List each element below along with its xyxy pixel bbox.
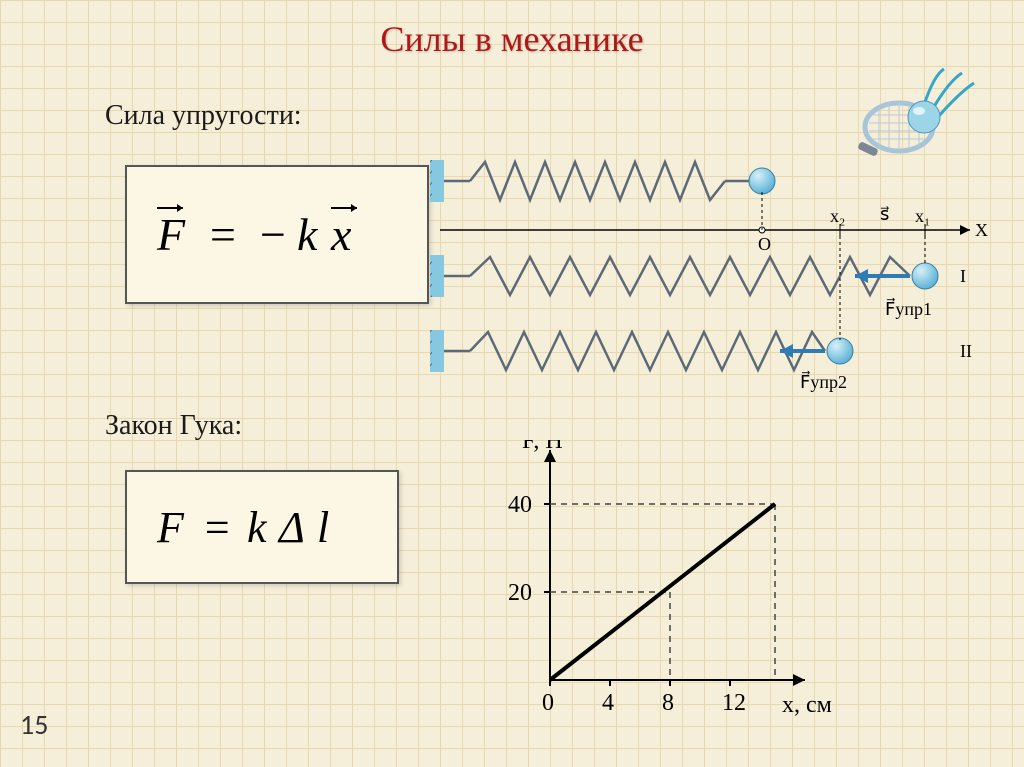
force-label-2: F⃗упр2 — [800, 371, 847, 392]
force-vs-x-chart: F, Н x, см 0 4 8 12 20 40 — [490, 440, 850, 730]
axis-x: O x₂ s⃗ x₁ X — [440, 192, 988, 254]
svg-text:l: l — [317, 503, 329, 552]
svg-text:F: F — [156, 503, 185, 552]
svg-text:8: 8 — [662, 690, 674, 716]
row-label-2: II — [960, 341, 972, 361]
svg-text:20: 20 — [508, 580, 532, 606]
ball-icon — [908, 101, 940, 133]
axis-label-O: O — [758, 234, 771, 254]
spring-row-1: I F⃗упр1 — [430, 236, 966, 319]
formula-hooke-box: F = k Δ l — [125, 470, 399, 584]
force-label-1: F⃗упр1 — [885, 298, 932, 319]
svg-text:12: 12 — [722, 690, 746, 716]
svg-text:x: x — [330, 209, 352, 260]
page-title: Силы в механике — [0, 0, 1024, 60]
svg-text:−: − — [257, 209, 288, 260]
formula-hooke: F = k Δ l — [147, 492, 377, 562]
svg-text:k: k — [247, 503, 268, 552]
svg-text:x, см: x, см — [782, 692, 832, 718]
svg-text:40: 40 — [508, 492, 532, 518]
subtitle-hooke: Закон Гука: — [105, 410, 242, 442]
svg-text:Δ: Δ — [277, 503, 305, 552]
spring-diagram: O x₂ s⃗ x₁ X I F⃗упр1 — [430, 150, 990, 400]
formula-elastic-box: F = − k x — [125, 165, 429, 304]
svg-text:k: k — [297, 209, 319, 260]
formula-elastic: F = − k x — [147, 190, 407, 280]
axis-label-s: s⃗ — [880, 204, 889, 224]
spring-row-rest — [430, 160, 775, 202]
page-number: 15 — [20, 707, 48, 742]
svg-text:4: 4 — [602, 690, 614, 716]
axis-label-X: X — [975, 220, 988, 240]
axis-label-x1: x₁ — [915, 206, 930, 226]
subtitle-elastic: Сила упругости: — [105, 100, 302, 132]
svg-text:=: = — [202, 503, 232, 552]
row-label-1: I — [960, 266, 966, 286]
svg-text:=: = — [207, 209, 238, 260]
svg-text:0: 0 — [542, 690, 554, 716]
svg-text:F, Н: F, Н — [522, 440, 563, 454]
axis-label-x2: x₂ — [830, 206, 845, 226]
svg-text:F: F — [156, 209, 186, 260]
